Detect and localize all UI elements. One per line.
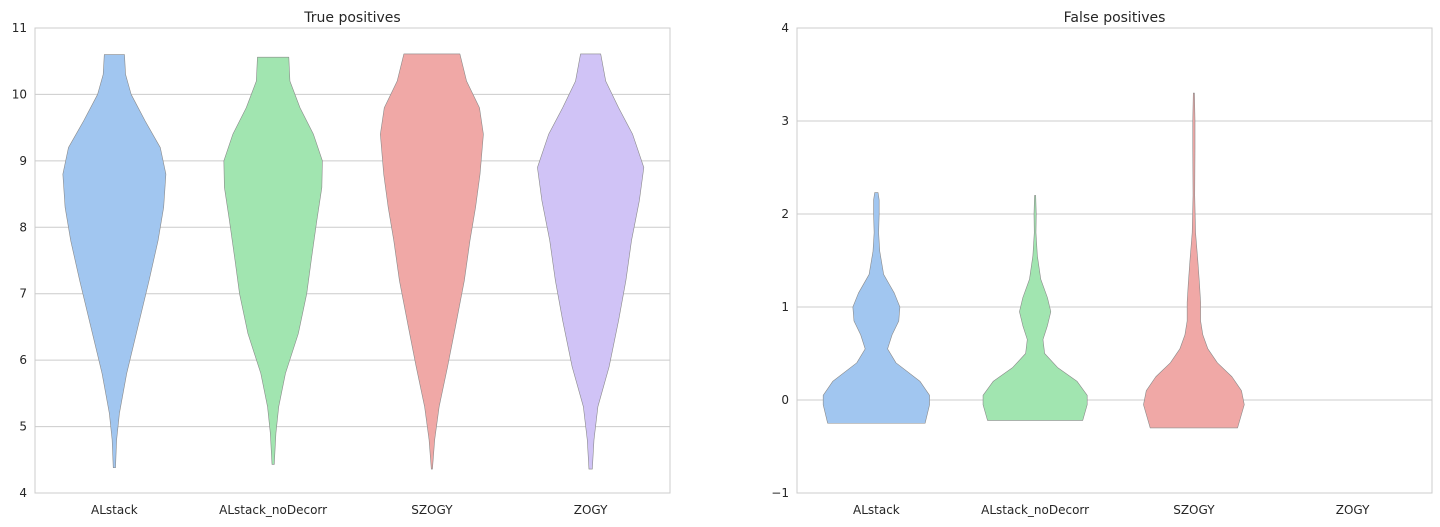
y-tick-label: 7 xyxy=(19,287,27,301)
y-tick-label: 11 xyxy=(12,21,27,35)
y-tick-label: 6 xyxy=(19,353,27,367)
grid-false-positives xyxy=(797,27,1432,494)
chart-title-true-positives: True positives xyxy=(303,10,400,26)
violin-alstack-nodecorr xyxy=(223,56,323,465)
y-tick-label: −1 xyxy=(771,486,789,500)
panel-false-positives: −1 0 1 2 3 4 ALstack ALstack_noDecorr SZOGY ZOGY… xyxy=(771,10,1433,517)
y-tick-label: 2 xyxy=(781,207,789,221)
y-tick-label: 4 xyxy=(19,486,27,500)
y-tick-label: 0 xyxy=(781,393,789,407)
x-tick-label: SZOGY xyxy=(411,503,453,517)
x-tick-label: ZOGY xyxy=(1336,503,1370,517)
y-tick-label: 8 xyxy=(19,220,27,234)
x-tick-label: ALstack_noDecorr xyxy=(219,503,327,517)
violin-szogy xyxy=(1143,92,1245,429)
y-tick-label: 1 xyxy=(781,300,789,314)
violin-zogy xyxy=(537,53,645,470)
violins-false-positives xyxy=(822,92,1245,429)
violin-alstack xyxy=(822,192,930,424)
y-tick-label: 9 xyxy=(19,154,27,168)
xticks-false-positives: ALstack ALstack_noDecorr SZOGY ZOGY xyxy=(853,503,1370,517)
y-tick-label: 3 xyxy=(781,114,789,128)
chart-title-false-positives: False positives xyxy=(1064,10,1166,26)
yticks-false-positives: −1 0 1 2 3 4 xyxy=(771,21,789,500)
x-tick-label: ALstack_noDecorr xyxy=(981,503,1089,517)
violin-alstack xyxy=(62,54,167,469)
yticks-true-positives: 4 5 6 7 8 9 10 11 xyxy=(12,21,27,500)
x-tick-label: ALstack xyxy=(853,503,900,517)
y-tick-label: 4 xyxy=(781,21,789,35)
y-tick-label: 10 xyxy=(12,87,27,101)
x-tick-label: SZOGY xyxy=(1173,503,1215,517)
x-tick-label: ALstack xyxy=(91,503,138,517)
xticks-true-positives: ALstack ALstack_noDecorr SZOGY ZOGY xyxy=(91,503,608,517)
panel-true-positives: 4 5 6 7 8 9 10 11 ALstack ALstack_noDecorr SZOGY Z… xyxy=(12,10,671,517)
violin-szogy xyxy=(380,53,484,470)
violins-true-positives xyxy=(62,53,645,470)
y-tick-label: 5 xyxy=(19,420,27,434)
x-tick-label: ZOGY xyxy=(574,503,608,517)
violin-alstack-nodecorr xyxy=(982,195,1088,421)
